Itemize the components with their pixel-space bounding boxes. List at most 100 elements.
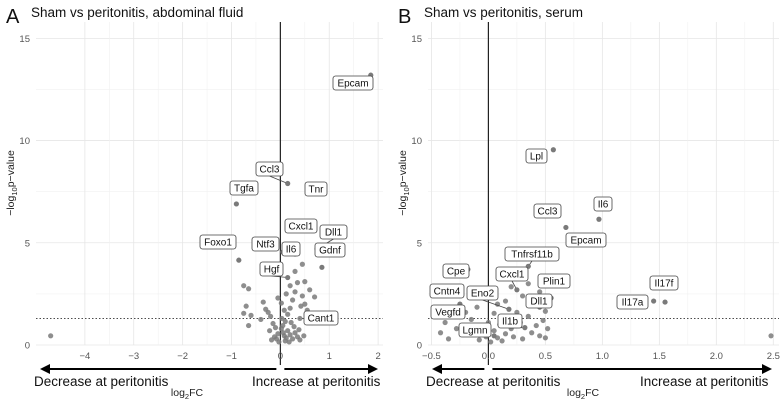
panel-b-increase-label: Increase at peritonitis [640,374,769,389]
gene-label: Ntf3 [256,240,275,251]
y-tick-label: 10 [411,136,422,147]
data-point [537,333,543,339]
data-point [289,336,296,342]
x-tick-label: −0.5 [422,351,441,362]
panel-a-plot: 0 5 10 15 −4 −3 −2 −1 0 1 2 −log10p−value log2FC Epca… [5,22,383,401]
data-point [48,333,54,339]
labeled-data-point [662,299,668,305]
data-point [270,320,276,327]
gene-label: Hgf [264,265,280,276]
gene-label-box [304,181,328,197]
increase-arrowhead [762,364,772,374]
x-tick-label: 1.0 [596,351,609,362]
gene-label: Tnr [309,185,325,196]
data-point [285,328,291,334]
x-tick-label: −3 [128,351,139,362]
data-point [241,310,247,316]
data-point [502,331,509,337]
x-tick-label: 0 [278,351,283,362]
labeled-data-point [285,274,291,281]
increase-arrowhead [368,364,378,374]
label-leader-line [482,299,510,310]
gene-label-box [593,196,613,212]
data-point [502,298,509,304]
y-tick-label: 10 [19,136,30,147]
data-point [508,284,514,290]
panel-b-title: Sham vs peritonitis, serum [424,5,583,20]
data-point [289,297,296,303]
data-point [268,337,275,343]
gene-label-box [251,236,280,252]
data-point [248,312,254,318]
y-tick-label: 5 [25,238,30,249]
data-point [510,334,517,340]
x-tick-label: −2 [177,351,188,362]
labeled-data-point [319,264,325,270]
data-point [537,289,543,295]
x-tick-label: 2.5 [767,351,780,362]
decrease-arrowhead [40,364,50,374]
gene-label-box [616,294,649,310]
gene-label-box [525,148,548,164]
data-point [301,333,307,339]
data-point [283,291,289,297]
data-point [265,309,271,315]
gene-label: Tnfrsf11b [511,250,553,261]
gene-label-box [466,285,499,301]
gene-label: Epcam [337,79,368,90]
labeled-data-point [285,180,291,187]
data-point [542,335,548,341]
data-point [499,338,505,344]
gene-label: Cxcl1 [288,222,313,233]
data-point [273,336,280,342]
gene-label: Foxo1 [204,238,232,249]
x-tick-label: −1 [226,351,237,362]
gene-label: Dll1 [325,228,343,239]
gene-label: Tgfa [234,184,254,195]
labeled-data-point [506,306,512,312]
gene-label-box [284,218,318,234]
data-point [245,322,252,329]
panel-a-letter: A [6,6,20,28]
data-point [267,328,273,334]
data-point [287,332,293,338]
data-point [437,330,444,336]
data-point [514,309,520,315]
data-point [260,299,266,305]
data-point [294,280,301,286]
panel-a-decrease-label: Decrease at peritonitis [34,374,169,389]
gene-label: Il6 [286,245,297,256]
gene-label-box [319,224,348,240]
data-point [292,289,298,295]
gene-label: Cant1 [308,314,335,325]
gene-label-box [255,161,284,177]
y-tick-label: 15 [19,34,30,45]
gene-label: Ccl3 [259,165,279,176]
gene-label-box [429,283,465,299]
gene-label-box [504,246,560,262]
gene-label-box [495,266,529,282]
x-axis-label: log2FC [567,387,600,401]
data-point [519,336,526,342]
label-leader-line [269,175,288,184]
data-point [525,313,531,319]
data-point [296,327,302,333]
y-axis-label: −log10p−value [5,150,19,216]
gene-label: Dll1 [530,297,548,308]
y-axis-label: −log10p−value [397,150,411,216]
gene-label-box [442,263,470,279]
panel-b-letter: B [398,6,411,28]
gene-labels: Epcam Ccl3 Tnr Tgfa Cxcl1 Dll1 Foxo1 Ntf3 Il6 Gdn… [199,72,374,326]
labeled-data-point [550,147,556,153]
gene-label-box [497,313,523,329]
data-point [275,295,281,301]
panel-b-plot: 0 5 10 15 −0.5 0.0 0.5 1.0 1.5 2.0 2.5 −log10p−valu… [397,22,780,401]
y-tick-label: 5 [417,238,422,249]
data-point [258,316,264,323]
data-point [299,261,305,267]
data-point [529,330,535,336]
gene-label-box [430,304,466,320]
panel-a-title: Sham vs peritonitis, abdominal fluid [31,5,243,20]
data-point [243,303,249,309]
gene-label-box [199,234,237,250]
